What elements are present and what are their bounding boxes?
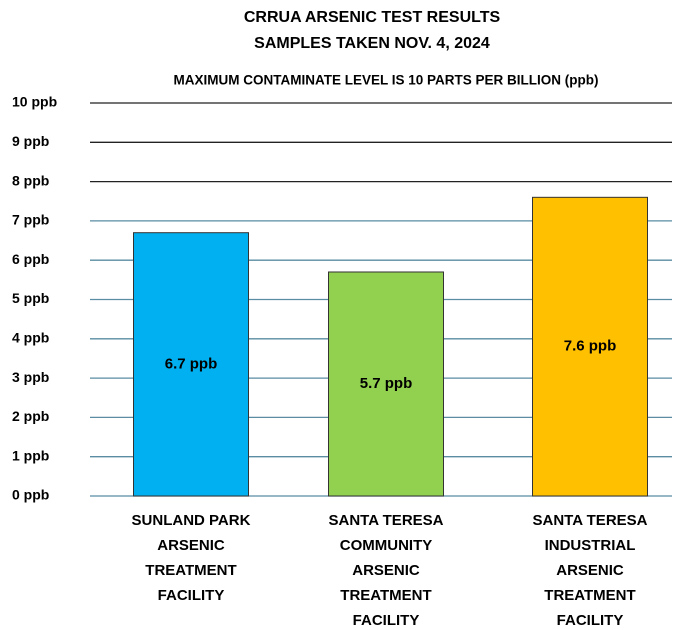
chart-subtitle: SAMPLES TAKEN NOV. 4, 2024	[254, 35, 490, 52]
y-tick-label: 3 ppb	[12, 369, 49, 385]
annotation: MAXIMUM CONTAMINATE LEVEL IS 10 PARTS PE…	[174, 73, 599, 88]
y-tick-label: 5 ppb	[12, 290, 49, 306]
bar	[328, 271, 444, 497]
y-tick-label: 4 ppb	[12, 330, 49, 346]
y-tick-label: 7 ppb	[12, 212, 49, 228]
y-tick-label: 2 ppb	[12, 408, 49, 424]
y-tick-label: 10 ppb	[12, 94, 57, 110]
bar	[532, 196, 648, 497]
value-label: 5.7 ppb	[360, 375, 413, 392]
y-tick-label: 1 ppb	[12, 447, 49, 463]
value-label: 7.6 ppb	[564, 338, 617, 355]
x-tick-label: SANTA TERESA INDUSTRIAL ARSENIC TREATMEN…	[532, 512, 648, 629]
y-tick-label: 9 ppb	[12, 133, 49, 149]
y-tick-label: 0 ppb	[12, 487, 49, 503]
y-tick-label: 6 ppb	[12, 251, 49, 267]
bar	[133, 232, 249, 497]
x-tick-label: SANTA TERESA COMMUNITY ARSENIC TREATMENT…	[328, 512, 444, 629]
x-tick-label: SUNLAND PARK ARSENIC TREATMENT FACILITY	[131, 512, 251, 604]
chart-title: CRRUA ARSENIC TEST RESULTS	[244, 9, 501, 26]
value-label: 6.7 ppb	[165, 355, 218, 372]
y-tick-label: 8 ppb	[12, 172, 49, 188]
